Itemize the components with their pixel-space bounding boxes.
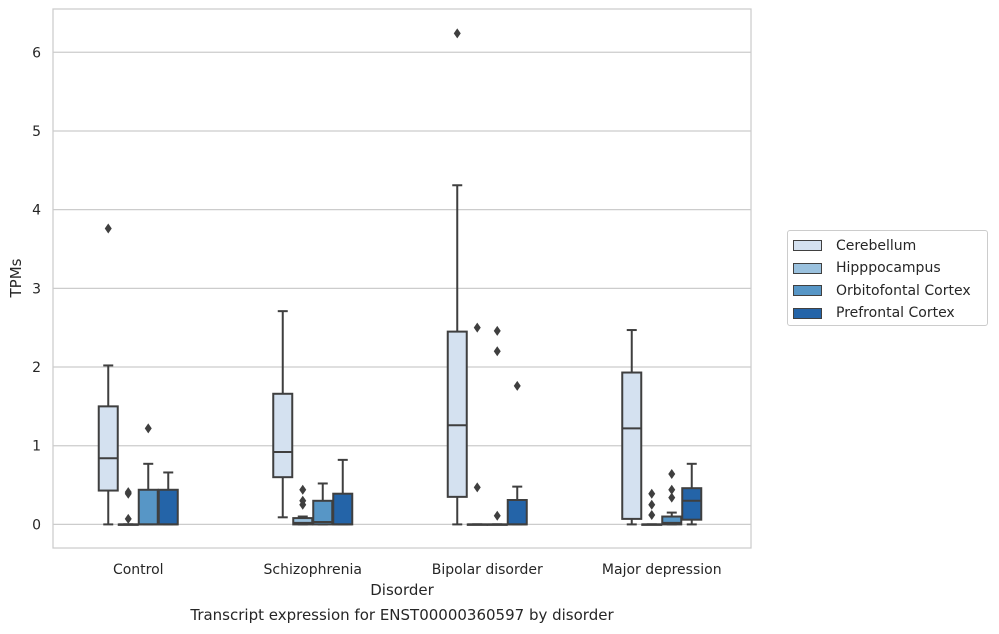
gridlines: [53, 51, 751, 526]
box-prefrontal-cortex-0: [157, 471, 179, 526]
legend-label: Orbitofontal Cortex: [836, 282, 971, 299]
iqr-box: [332, 492, 354, 526]
legend-swatch: [793, 240, 822, 251]
box-prefrontal-cortex-1: [332, 458, 354, 526]
iqr-box: [621, 371, 643, 520]
legend-swatch: [793, 307, 822, 319]
y-tick-label: 3: [32, 281, 41, 297]
box-cerebellum-2: [446, 28, 468, 526]
legend-item: Prefrontal Cortex: [793, 305, 955, 322]
x-tick-label: Control: [113, 562, 164, 578]
y-axis-title: TPMs: [7, 258, 25, 298]
outlier-point: [144, 423, 152, 434]
y-tick-label: 2: [32, 360, 41, 376]
iqr-box: [446, 330, 468, 498]
iqr-box: [97, 405, 119, 492]
outlier-point: [299, 495, 307, 506]
box-hipppocampus-2: [466, 322, 488, 526]
y-tick-labels: 0 1 2 3 4 5 6: [32, 45, 41, 533]
box-cerebellum-0: [97, 223, 119, 526]
iqr-box: [157, 488, 179, 526]
y-tick-label: 5: [32, 124, 41, 140]
box-prefrontal-cortex-3: [681, 462, 703, 526]
legend-item: Orbitofontal Cortex: [793, 282, 971, 299]
box-prefrontal-cortex-2: [506, 380, 528, 526]
legend-item: Hipppocampus: [793, 260, 941, 277]
legend-label: Cerebellum: [836, 237, 917, 254]
iqr-box: [272, 392, 294, 479]
outlier-point: [668, 469, 676, 480]
outlier-point: [493, 346, 501, 357]
box-orbitofontal-cortex-3: [661, 469, 683, 526]
iqr-box: [312, 499, 334, 526]
outlier-point: [299, 484, 307, 495]
y-tick-label: 0: [32, 517, 41, 533]
x-tick-label: Bipolar disorder: [432, 562, 543, 578]
outlier-point: [124, 487, 132, 498]
y-tick-label: 6: [32, 45, 41, 61]
outlier-point: [668, 484, 676, 495]
outlier-point: [648, 499, 656, 510]
iqr-box: [681, 487, 703, 521]
plot-area-frame: [52, 8, 752, 549]
outlier-point: [493, 510, 501, 521]
legend-label: Prefrontal Cortex: [836, 305, 955, 321]
outlier-point: [473, 322, 481, 333]
box-hipppocampus-0: [117, 487, 139, 526]
box-orbitofontal-cortex-2: [486, 325, 508, 526]
figure-caption: Transcript expression for ENST0000036059…: [190, 606, 614, 624]
outlier-point: [668, 492, 676, 503]
legend-item: Cerebellum: [793, 237, 916, 254]
x-tick-label: Major depression: [602, 562, 722, 578]
box-hipppocampus-1: [292, 484, 314, 526]
box-orbitofontal-cortex-1: [312, 482, 334, 526]
x-tick-label: Schizophrenia: [264, 562, 362, 578]
legend-swatch: [793, 285, 822, 296]
box-hipppocampus-3: [641, 488, 663, 526]
outlier-point: [453, 28, 461, 39]
outlier-point: [648, 488, 656, 499]
outlier-point: [473, 482, 481, 493]
legend-swatch: [793, 262, 822, 274]
outlier-point: [493, 325, 501, 336]
box-series: [97, 28, 703, 526]
x-tick-labels: Control Schizophrenia Bipolar disorder Majo…: [113, 562, 722, 578]
box-cerebellum-3: [621, 329, 643, 526]
legend-label: Hipppocampus: [836, 260, 941, 276]
box-orbitofontal-cortex-0: [137, 423, 159, 526]
iqr-box: [137, 488, 159, 526]
legend: Cerebellum Hipppocampus Orbitofontal Corte…: [787, 230, 988, 326]
outlier-point: [124, 513, 132, 524]
y-tick-label: 1: [32, 439, 41, 455]
outlier-point: [648, 509, 656, 520]
outlier-point: [104, 223, 112, 234]
outlier-point: [513, 380, 521, 391]
x-axis-title: Disorder: [370, 581, 434, 599]
box-cerebellum-1: [272, 310, 294, 519]
y-tick-label: 4: [32, 203, 41, 219]
iqr-box: [506, 499, 528, 526]
